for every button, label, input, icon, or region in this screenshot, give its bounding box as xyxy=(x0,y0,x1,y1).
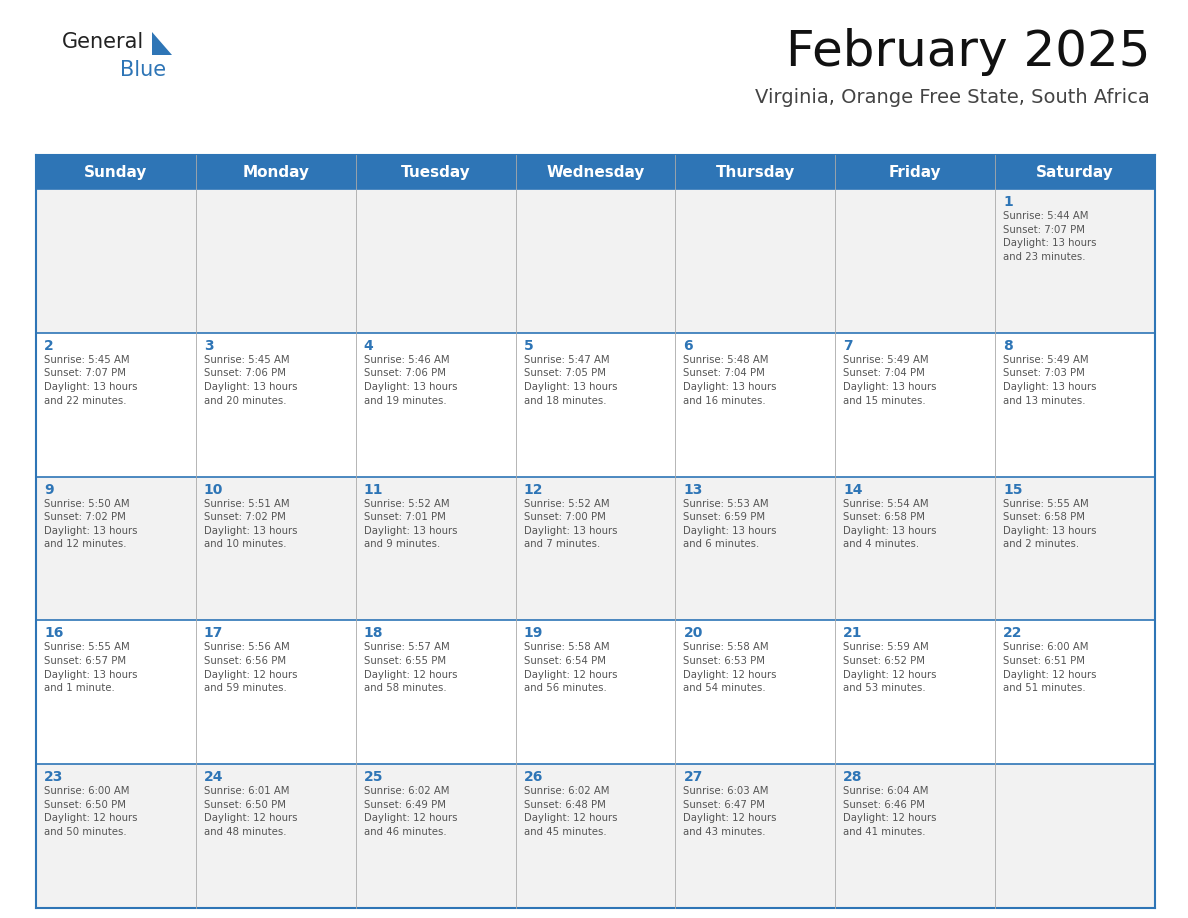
Text: 2: 2 xyxy=(44,339,53,353)
Text: 21: 21 xyxy=(843,626,862,641)
Text: Virginia, Orange Free State, South Africa: Virginia, Orange Free State, South Afric… xyxy=(756,88,1150,107)
Text: Sunrise: 6:04 AM
Sunset: 6:46 PM
Daylight: 12 hours
and 41 minutes.: Sunrise: 6:04 AM Sunset: 6:46 PM Dayligh… xyxy=(843,786,937,837)
Text: 12: 12 xyxy=(524,483,543,497)
Text: 4: 4 xyxy=(364,339,373,353)
Text: 22: 22 xyxy=(1003,626,1023,641)
Text: Sunrise: 5:45 AM
Sunset: 7:06 PM
Daylight: 13 hours
and 20 minutes.: Sunrise: 5:45 AM Sunset: 7:06 PM Dayligh… xyxy=(204,354,297,406)
Text: Tuesday: Tuesday xyxy=(400,164,470,180)
Text: Sunrise: 5:49 AM
Sunset: 7:03 PM
Daylight: 13 hours
and 13 minutes.: Sunrise: 5:49 AM Sunset: 7:03 PM Dayligh… xyxy=(1003,354,1097,406)
Text: 18: 18 xyxy=(364,626,384,641)
Polygon shape xyxy=(152,32,172,55)
Text: Sunrise: 5:48 AM
Sunset: 7:04 PM
Daylight: 13 hours
and 16 minutes.: Sunrise: 5:48 AM Sunset: 7:04 PM Dayligh… xyxy=(683,354,777,406)
Text: Sunrise: 5:50 AM
Sunset: 7:02 PM
Daylight: 13 hours
and 12 minutes.: Sunrise: 5:50 AM Sunset: 7:02 PM Dayligh… xyxy=(44,498,138,549)
Text: 26: 26 xyxy=(524,770,543,784)
Text: 13: 13 xyxy=(683,483,703,497)
Text: Wednesday: Wednesday xyxy=(546,164,645,180)
Text: 5: 5 xyxy=(524,339,533,353)
Text: 3: 3 xyxy=(204,339,214,353)
Text: Sunrise: 5:55 AM
Sunset: 6:58 PM
Daylight: 13 hours
and 2 minutes.: Sunrise: 5:55 AM Sunset: 6:58 PM Dayligh… xyxy=(1003,498,1097,549)
Text: General: General xyxy=(62,32,144,52)
Text: 14: 14 xyxy=(843,483,862,497)
Text: Sunrise: 5:46 AM
Sunset: 7:06 PM
Daylight: 13 hours
and 19 minutes.: Sunrise: 5:46 AM Sunset: 7:06 PM Dayligh… xyxy=(364,354,457,406)
Text: Saturday: Saturday xyxy=(1036,164,1114,180)
Text: 20: 20 xyxy=(683,626,703,641)
Text: Sunrise: 6:00 AM
Sunset: 6:51 PM
Daylight: 12 hours
and 51 minutes.: Sunrise: 6:00 AM Sunset: 6:51 PM Dayligh… xyxy=(1003,643,1097,693)
Text: Sunday: Sunday xyxy=(84,164,147,180)
Text: Sunrise: 5:52 AM
Sunset: 7:01 PM
Daylight: 13 hours
and 9 minutes.: Sunrise: 5:52 AM Sunset: 7:01 PM Dayligh… xyxy=(364,498,457,549)
Text: Sunrise: 6:02 AM
Sunset: 6:48 PM
Daylight: 12 hours
and 45 minutes.: Sunrise: 6:02 AM Sunset: 6:48 PM Dayligh… xyxy=(524,786,617,837)
Text: 7: 7 xyxy=(843,339,853,353)
Text: 17: 17 xyxy=(204,626,223,641)
Text: 19: 19 xyxy=(524,626,543,641)
Text: 6: 6 xyxy=(683,339,693,353)
Text: Sunrise: 5:54 AM
Sunset: 6:58 PM
Daylight: 13 hours
and 4 minutes.: Sunrise: 5:54 AM Sunset: 6:58 PM Dayligh… xyxy=(843,498,937,549)
Text: 10: 10 xyxy=(204,483,223,497)
Text: Sunrise: 5:52 AM
Sunset: 7:00 PM
Daylight: 13 hours
and 7 minutes.: Sunrise: 5:52 AM Sunset: 7:00 PM Dayligh… xyxy=(524,498,617,549)
Text: Sunrise: 5:51 AM
Sunset: 7:02 PM
Daylight: 13 hours
and 10 minutes.: Sunrise: 5:51 AM Sunset: 7:02 PM Dayligh… xyxy=(204,498,297,549)
Text: 25: 25 xyxy=(364,770,384,784)
Text: 1: 1 xyxy=(1003,195,1013,209)
Text: Sunrise: 5:45 AM
Sunset: 7:07 PM
Daylight: 13 hours
and 22 minutes.: Sunrise: 5:45 AM Sunset: 7:07 PM Dayligh… xyxy=(44,354,138,406)
Text: Monday: Monday xyxy=(242,164,309,180)
Bar xyxy=(36,155,1155,189)
Text: Sunrise: 5:49 AM
Sunset: 7:04 PM
Daylight: 13 hours
and 15 minutes.: Sunrise: 5:49 AM Sunset: 7:04 PM Dayligh… xyxy=(843,354,937,406)
Bar xyxy=(36,621,1155,764)
Text: Sunrise: 5:44 AM
Sunset: 7:07 PM
Daylight: 13 hours
and 23 minutes.: Sunrise: 5:44 AM Sunset: 7:07 PM Dayligh… xyxy=(1003,211,1097,262)
Text: 9: 9 xyxy=(44,483,53,497)
Text: Sunrise: 5:58 AM
Sunset: 6:53 PM
Daylight: 12 hours
and 54 minutes.: Sunrise: 5:58 AM Sunset: 6:53 PM Dayligh… xyxy=(683,643,777,693)
Text: 16: 16 xyxy=(44,626,63,641)
Text: Sunrise: 6:02 AM
Sunset: 6:49 PM
Daylight: 12 hours
and 46 minutes.: Sunrise: 6:02 AM Sunset: 6:49 PM Dayligh… xyxy=(364,786,457,837)
Text: Blue: Blue xyxy=(120,60,166,80)
Text: Sunrise: 6:00 AM
Sunset: 6:50 PM
Daylight: 12 hours
and 50 minutes.: Sunrise: 6:00 AM Sunset: 6:50 PM Dayligh… xyxy=(44,786,138,837)
Bar xyxy=(36,189,1155,333)
Text: Thursday: Thursday xyxy=(715,164,795,180)
Text: Sunrise: 6:03 AM
Sunset: 6:47 PM
Daylight: 12 hours
and 43 minutes.: Sunrise: 6:03 AM Sunset: 6:47 PM Dayligh… xyxy=(683,786,777,837)
Bar xyxy=(36,476,1155,621)
Text: 28: 28 xyxy=(843,770,862,784)
Text: Sunrise: 6:01 AM
Sunset: 6:50 PM
Daylight: 12 hours
and 48 minutes.: Sunrise: 6:01 AM Sunset: 6:50 PM Dayligh… xyxy=(204,786,297,837)
Bar xyxy=(36,764,1155,908)
Text: Sunrise: 5:57 AM
Sunset: 6:55 PM
Daylight: 12 hours
and 58 minutes.: Sunrise: 5:57 AM Sunset: 6:55 PM Dayligh… xyxy=(364,643,457,693)
Text: Sunrise: 5:53 AM
Sunset: 6:59 PM
Daylight: 13 hours
and 6 minutes.: Sunrise: 5:53 AM Sunset: 6:59 PM Dayligh… xyxy=(683,498,777,549)
Bar xyxy=(36,333,1155,476)
Text: 24: 24 xyxy=(204,770,223,784)
Text: 11: 11 xyxy=(364,483,384,497)
Text: Friday: Friday xyxy=(889,164,942,180)
Text: Sunrise: 5:56 AM
Sunset: 6:56 PM
Daylight: 12 hours
and 59 minutes.: Sunrise: 5:56 AM Sunset: 6:56 PM Dayligh… xyxy=(204,643,297,693)
Text: Sunrise: 5:58 AM
Sunset: 6:54 PM
Daylight: 12 hours
and 56 minutes.: Sunrise: 5:58 AM Sunset: 6:54 PM Dayligh… xyxy=(524,643,617,693)
Text: 8: 8 xyxy=(1003,339,1013,353)
Text: February 2025: February 2025 xyxy=(785,28,1150,76)
Text: Sunrise: 5:47 AM
Sunset: 7:05 PM
Daylight: 13 hours
and 18 minutes.: Sunrise: 5:47 AM Sunset: 7:05 PM Dayligh… xyxy=(524,354,617,406)
Text: 23: 23 xyxy=(44,770,63,784)
Text: Sunrise: 5:59 AM
Sunset: 6:52 PM
Daylight: 12 hours
and 53 minutes.: Sunrise: 5:59 AM Sunset: 6:52 PM Dayligh… xyxy=(843,643,937,693)
Text: 15: 15 xyxy=(1003,483,1023,497)
Text: 27: 27 xyxy=(683,770,703,784)
Text: Sunrise: 5:55 AM
Sunset: 6:57 PM
Daylight: 13 hours
and 1 minute.: Sunrise: 5:55 AM Sunset: 6:57 PM Dayligh… xyxy=(44,643,138,693)
